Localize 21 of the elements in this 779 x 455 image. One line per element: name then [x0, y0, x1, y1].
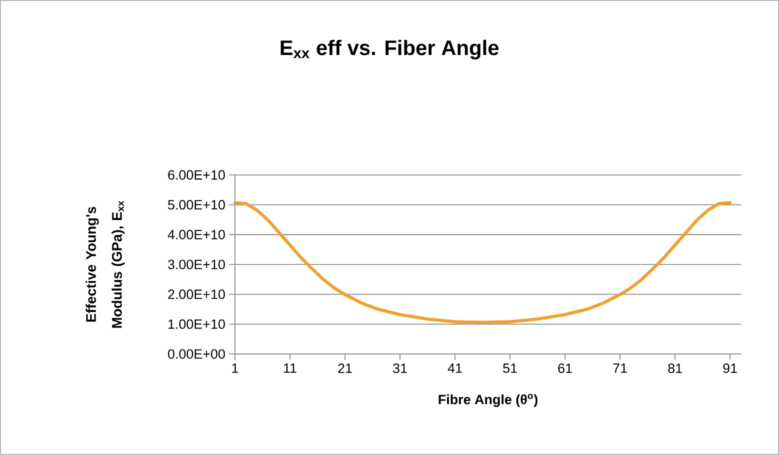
x-tick-label: 41 — [448, 364, 462, 373]
y-tick-label: 3.00E+10 — [168, 260, 225, 270]
x-tick-label: 11 — [284, 364, 296, 373]
x-tick-label: 61 — [558, 364, 572, 374]
x-tick-label: 71 — [613, 364, 627, 373]
x-tick-label: 1 — [232, 364, 238, 373]
y-tick-label: 4.00E+10 — [168, 230, 225, 240]
x-tick-label: 51 — [503, 364, 517, 373]
y-tick-label: 1.00E+10 — [168, 319, 225, 329]
x-tick-label: 21 — [338, 364, 352, 373]
y-tick-label: 0.00E+00 — [168, 349, 225, 359]
x-axis-title: Fibre Angle (θ$^{o}$) — [438, 394, 538, 408]
y-axis-title: Effective Young's Modulus (GPa), E$_{xx}$ — [86, 200, 125, 328]
y-tick-label: 6.00E+10 — [168, 170, 225, 180]
x-tick-label: 81 — [668, 364, 682, 374]
y-tick-label: 5.00E+10 — [168, 200, 225, 210]
y-tick-label: 2.00E+10 — [168, 290, 225, 300]
x-tick-label: 31 — [393, 364, 407, 374]
chart-title: E$_{xx}$ eff vs. Fiber Angle — [280, 40, 499, 60]
x-tick-label: 91 — [723, 364, 737, 374]
line-series — [233, 201, 732, 324]
